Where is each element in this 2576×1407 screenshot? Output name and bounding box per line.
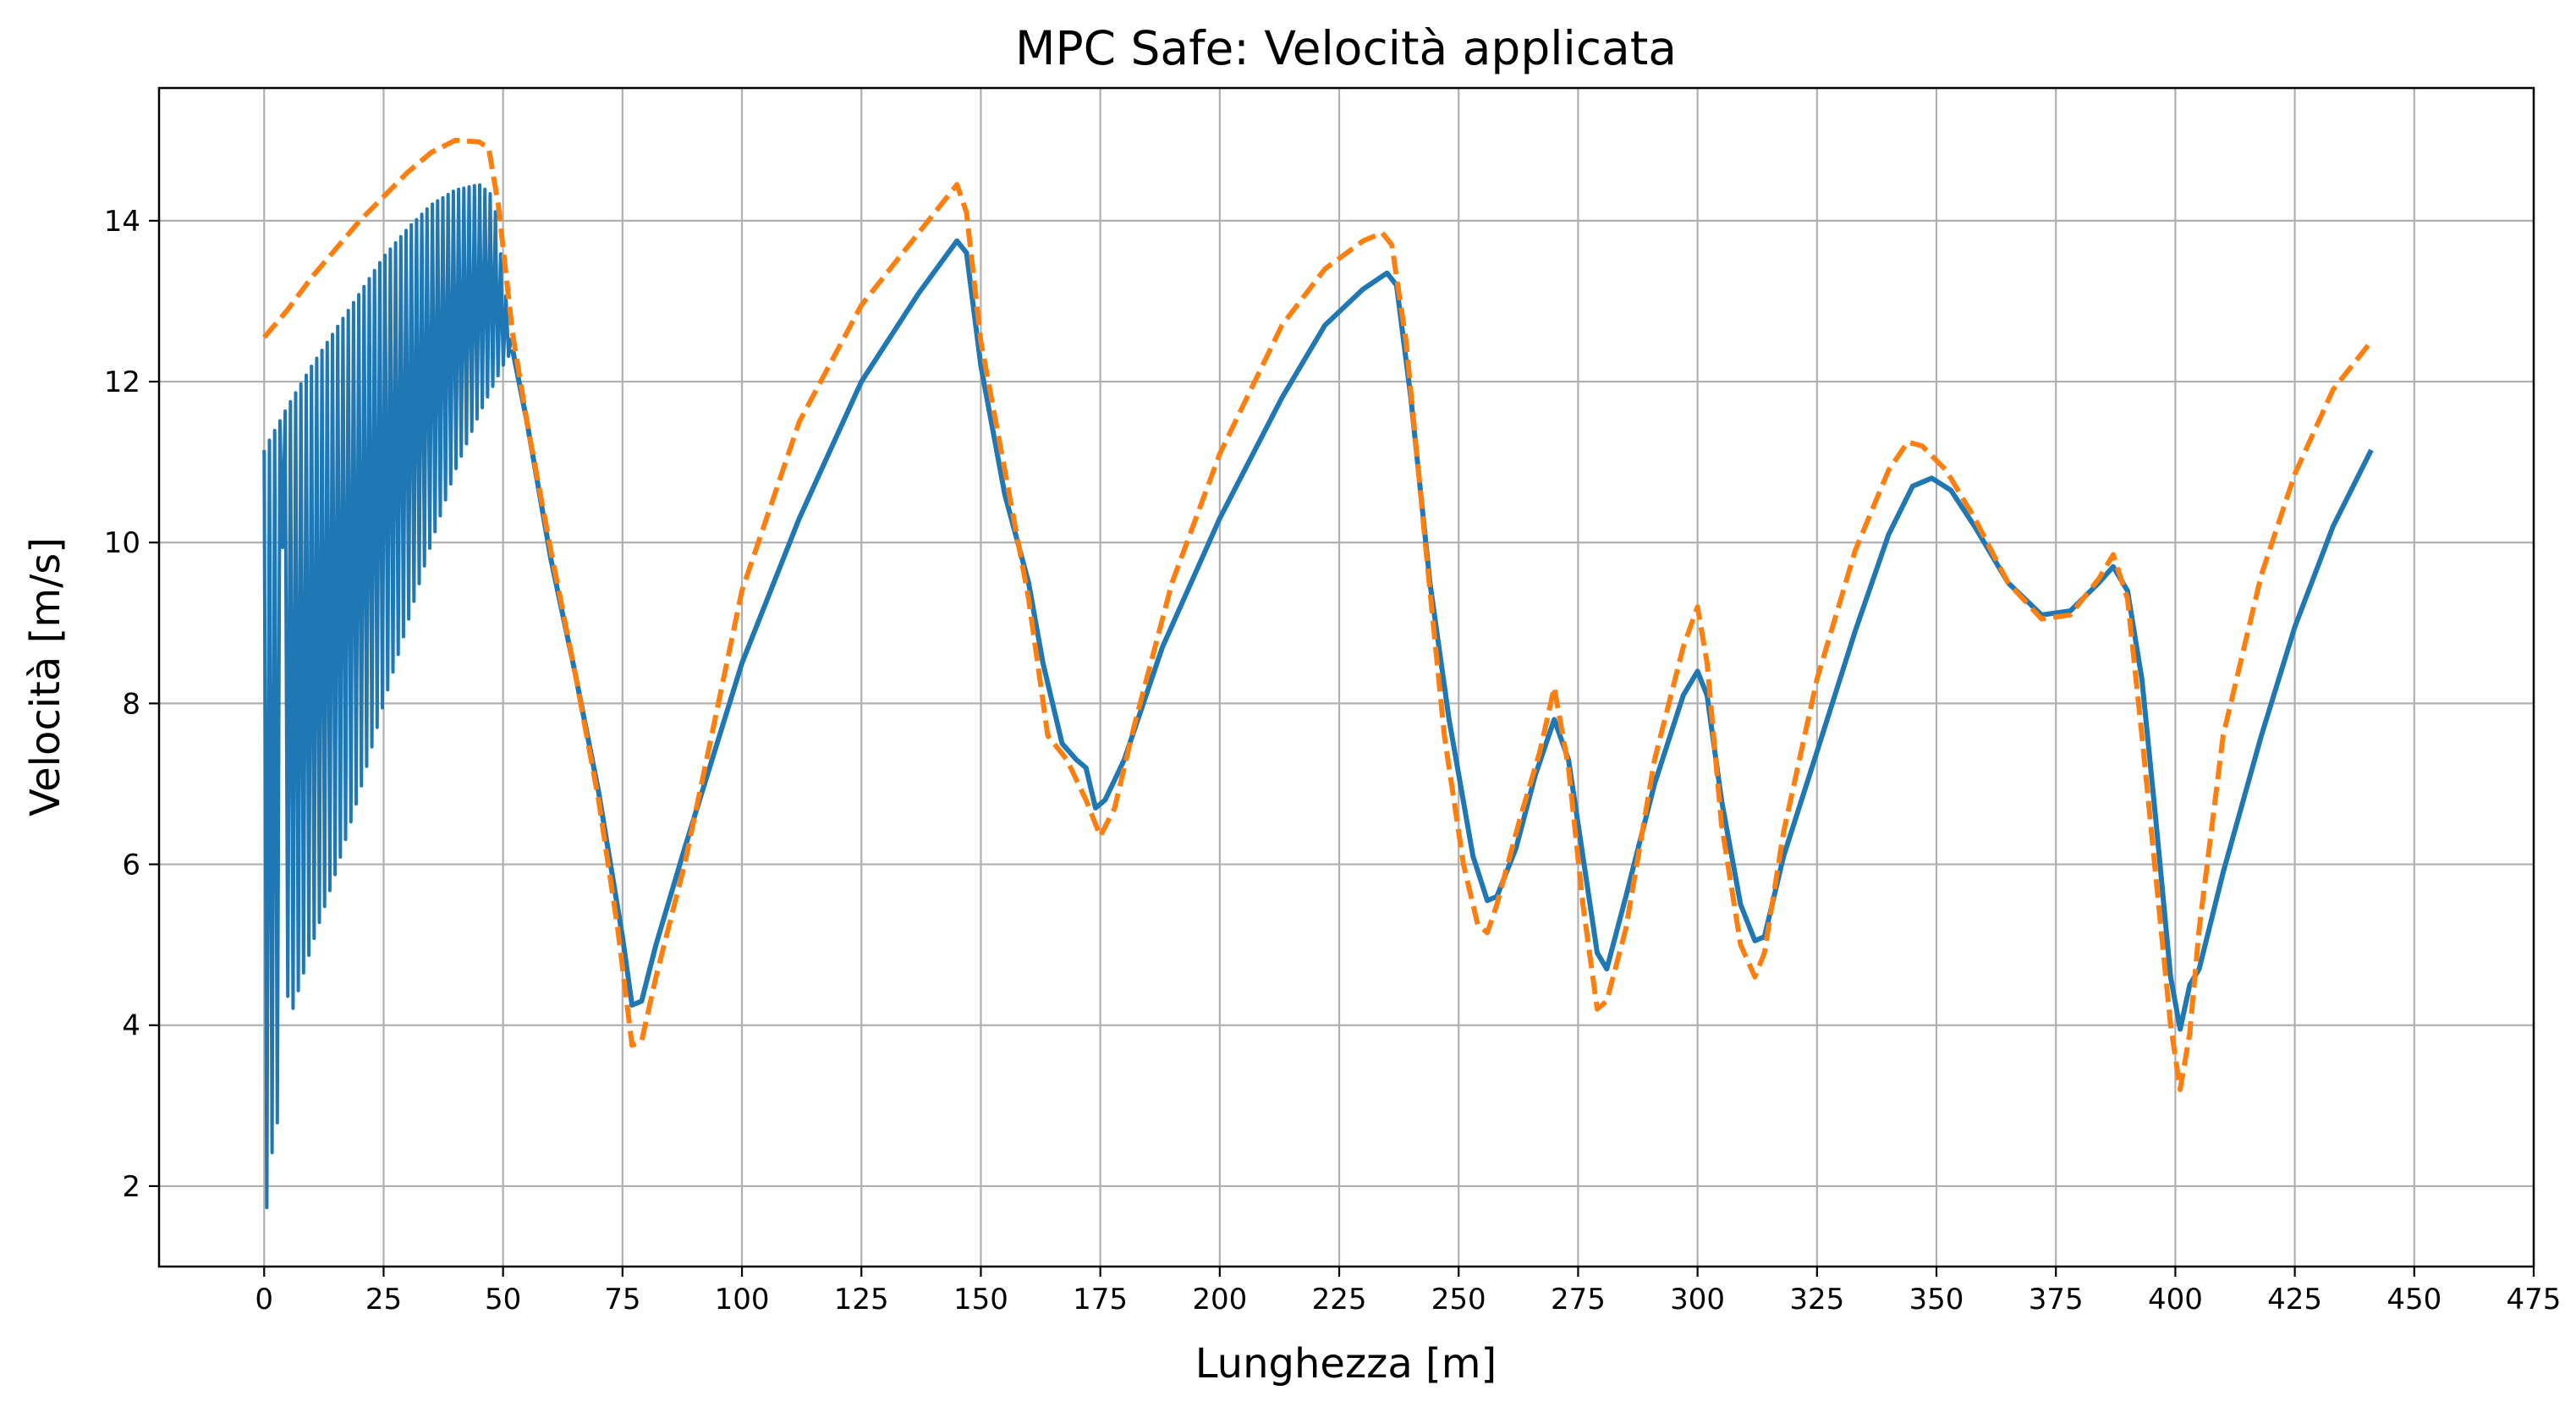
x-tick-label: 450	[2387, 1283, 2441, 1316]
x-tick-label: 75	[604, 1283, 640, 1316]
x-axis-label: Lunghezza [m]	[1195, 1340, 1497, 1388]
x-tick-label: 225	[1312, 1283, 1367, 1316]
x-tick-label: 150	[953, 1283, 1008, 1316]
x-tick-label: 275	[1551, 1283, 1606, 1316]
y-tick-label: 10	[104, 526, 140, 560]
x-tick-label: 100	[715, 1283, 770, 1316]
x-tick-label: 175	[1073, 1283, 1128, 1316]
x-tick-label: 375	[2029, 1283, 2084, 1316]
x-tick-label: 425	[2267, 1283, 2322, 1316]
x-tick-label: 300	[1670, 1283, 1725, 1316]
y-tick-label: 14	[104, 205, 140, 239]
plot-frame	[157, 86, 2535, 1268]
y-tick-label: 2	[122, 1170, 140, 1204]
plot-data	[262, 137, 2374, 1210]
y-tick-label: 6	[122, 849, 140, 882]
series-reference-line	[262, 137, 2374, 1092]
chart-title: MPC Safe: Velocità applicata	[1015, 21, 1677, 75]
x-tick-label: 250	[1431, 1283, 1486, 1316]
y-axis-label: Velocità [m/s]	[22, 537, 69, 816]
ticks: 0 25 50 75 100 125 150 175 200 225 250 275 300 325 350…	[104, 205, 2562, 1316]
y-tick-label: 8	[122, 687, 140, 721]
x-tick-label: 400	[2148, 1283, 2203, 1316]
x-tick-label: 0	[255, 1283, 273, 1316]
x-tick-label: 200	[1192, 1283, 1247, 1316]
x-tick-label: 350	[1909, 1283, 1964, 1316]
y-tick-label: 12	[104, 365, 140, 399]
series-applied-oscillation	[262, 183, 514, 1210]
x-tick-label: 25	[365, 1283, 402, 1316]
x-tick-label: 125	[834, 1283, 889, 1316]
y-tick-label: 4	[122, 1009, 140, 1043]
x-tick-label: 50	[485, 1283, 521, 1316]
x-tick-label: 325	[1789, 1283, 1844, 1316]
x-tick-label: 475	[2507, 1283, 2562, 1316]
